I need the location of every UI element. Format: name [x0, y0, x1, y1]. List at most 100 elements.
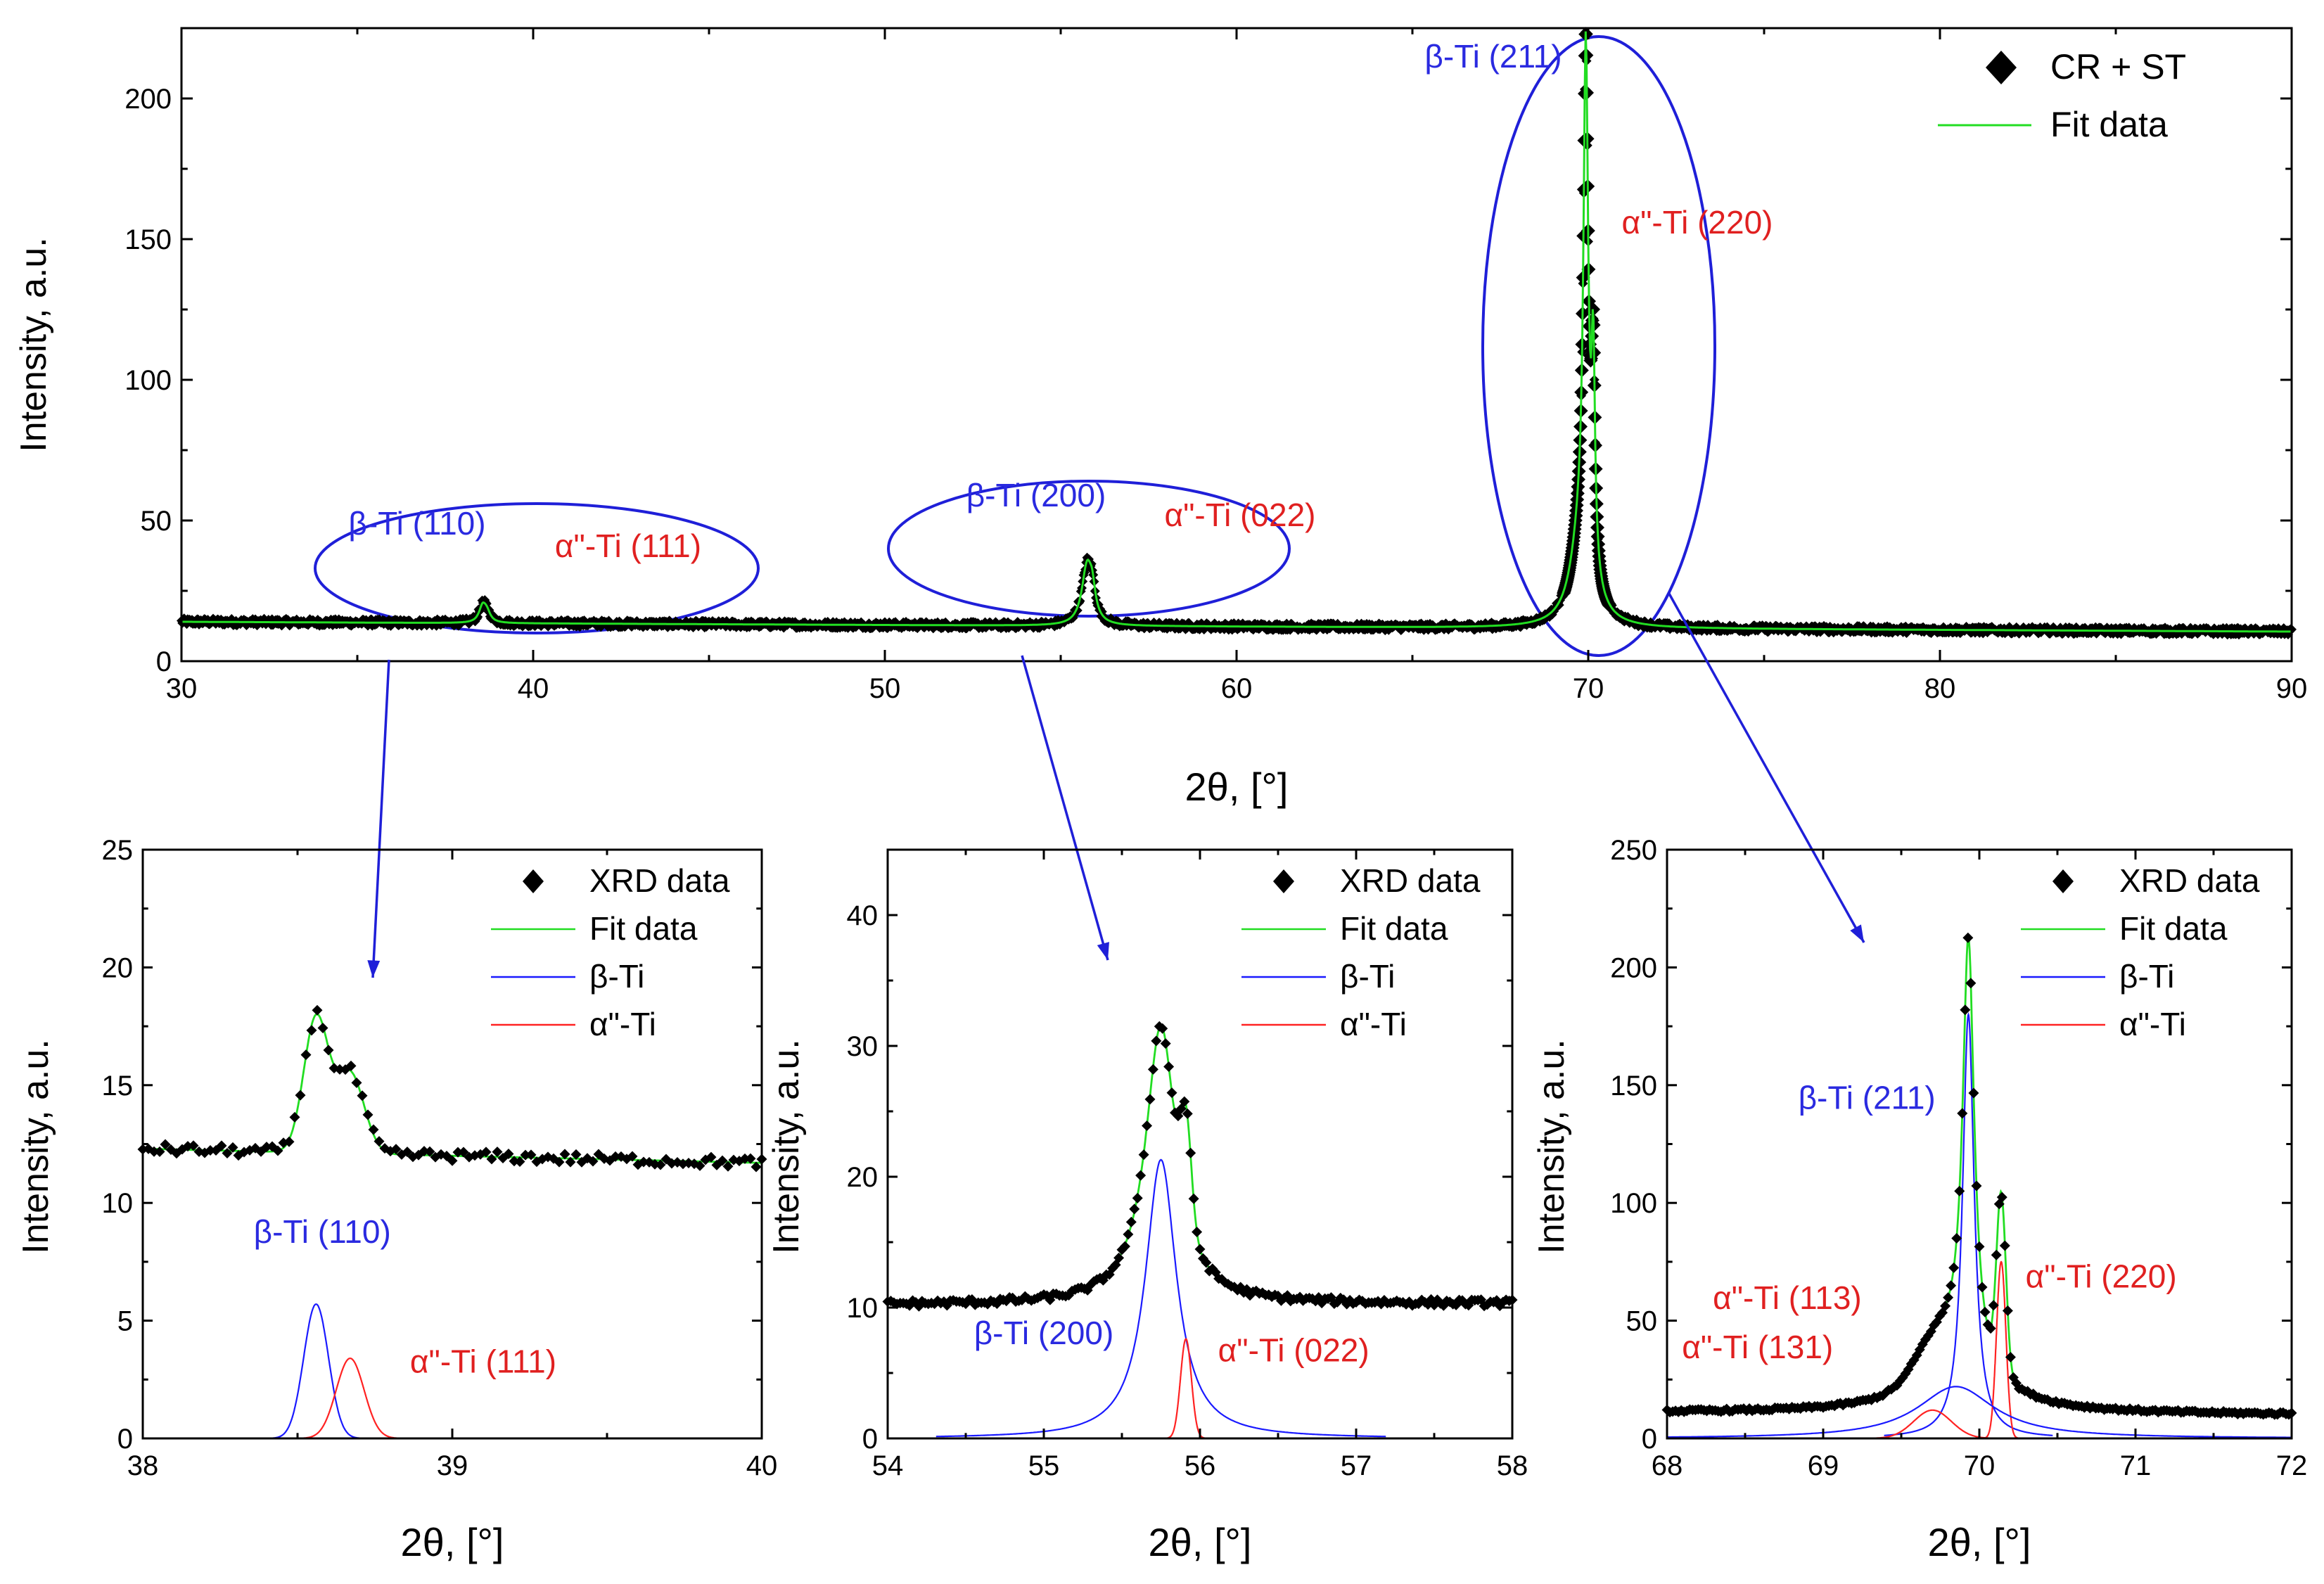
legend-xrd-marker [523, 869, 544, 893]
z2-components [936, 1158, 1386, 1440]
leader-line-1 [1021, 655, 1109, 961]
x-tick-label: 57 [1341, 1450, 1372, 1481]
xrd-point [424, 1146, 435, 1157]
component-curve-beta-2 [1667, 1386, 2292, 1438]
peak-annotation-alpha: α"-Ti (131) [1682, 1329, 1833, 1365]
x-tick-label: 39 [437, 1450, 468, 1481]
legend-cr-st-label: CR + ST [2050, 47, 2186, 87]
x-tick-label: 71 [2120, 1450, 2152, 1481]
xrd-point [486, 1154, 497, 1165]
x-tick-label: 40 [746, 1450, 778, 1481]
xrd-point [227, 1142, 238, 1153]
x-tick-label: 60 [1221, 673, 1253, 704]
z1-annotations: β-Ti (110) α"-Ti (111) [254, 1213, 556, 1379]
xrd-point [1185, 1147, 1196, 1158]
xrd-point [722, 1161, 734, 1172]
xrd-point [565, 1156, 576, 1168]
y-tick-label: 20 [847, 1162, 879, 1193]
xrd-point [514, 1156, 525, 1167]
main-peak-annotations: β-Ti (110) α"-Ti (111) β-Ti (200) α"-Ti (02… [348, 38, 1773, 564]
xrd-point [323, 1045, 334, 1056]
peak-annotation-alpha: α"-Ti (113) [1713, 1279, 1862, 1316]
xrd-point [1151, 1035, 1162, 1047]
legend-entry-label: XRD data [2119, 862, 2260, 899]
x-tick-label: 69 [1808, 1450, 1839, 1481]
xrd-point [1119, 1241, 1130, 1252]
legend-entry-label: β-Ti [2119, 958, 2174, 995]
peak-annotation-beta: β-Ti (200) [974, 1315, 1114, 1351]
xrd-point [1999, 1240, 2010, 1251]
legend-entry-label: α"-Ti [2119, 1006, 2186, 1042]
xrd-point [317, 1023, 328, 1034]
xrd-point [1979, 1306, 1991, 1317]
xrd-point [1991, 1249, 2002, 1260]
xrd-point [570, 1149, 582, 1160]
main-xrd-chart: 30 40 50 60 70 80 90 0 50 100 150 200 β-Ti (110) α"-… [13, 27, 2307, 978]
x-tick-label: 40 [518, 673, 549, 704]
xrd-point [334, 1064, 345, 1075]
z1-legend: XRD data Fit data β-Ti α"-Ti [491, 862, 730, 1042]
xrd-point [1965, 978, 1977, 989]
y-tick-label: 30 [847, 1031, 879, 1062]
xrd-point [368, 1124, 379, 1135]
z1-y-axis-label: Intensity, a.u. [15, 1039, 56, 1253]
legend-cr-st-marker [1986, 51, 2017, 84]
legend-entry-label: β-Ti [589, 958, 644, 995]
legend-entry-label: α"-Ti [589, 1006, 656, 1042]
xrd-point [289, 1111, 300, 1123]
peak-annotation-alpha: α"-Ti (111) [555, 528, 701, 564]
xrd-point [1113, 1252, 1125, 1263]
ellipse-group [314, 35, 1716, 657]
main-axis-ticks: 30 40 50 60 70 80 90 0 50 100 150 200 [124, 27, 2307, 704]
xrd-point [2005, 1351, 2016, 1362]
x-tick-label: 70 [1964, 1450, 1996, 1481]
xrd-point [1968, 1087, 1979, 1099]
xrd-point [1962, 932, 1974, 943]
xrd-point [357, 1090, 368, 1101]
xrd-point [1142, 1120, 1153, 1131]
xrd-point [525, 1149, 537, 1161]
xrd-point [751, 1161, 762, 1173]
z3-annotations: β-Ti (211) α"-Ti (220) α"-Ti (113) α"-Ti (1… [1682, 1079, 2176, 1365]
z1-components [264, 1303, 409, 1440]
xrd-point [1954, 1185, 1965, 1196]
z3-axis-ticks: 68 69 70 71 72 0 50 100 150 200 250 [1610, 835, 2307, 1481]
leader-line-0 [371, 659, 390, 978]
xrd-point [283, 1136, 295, 1147]
xrd-point [503, 1149, 514, 1160]
xrd-point [1974, 1241, 1985, 1252]
peak-annotation-alpha: α"-Ti (022) [1164, 497, 1315, 533]
z2-y-axis-label: Intensity, a.u. [766, 1039, 807, 1253]
xrd-point [492, 1147, 503, 1158]
y-tick-label: 100 [124, 365, 172, 396]
y-tick-label: 100 [1610, 1188, 1657, 1219]
legend-fit-label: Fit data [2050, 105, 2168, 144]
xrd-point [1996, 1192, 2007, 1203]
xrd-point [188, 1140, 199, 1151]
fit-line-group [181, 31, 2292, 633]
main-y-axis-label: Intensity, a.u. [13, 237, 54, 452]
xrd-point [452, 1147, 464, 1158]
y-tick-label: 0 [117, 1424, 133, 1455]
z3-xrd-markers [1661, 932, 2297, 1420]
x-tick-label: 55 [1028, 1450, 1060, 1481]
x-tick-label: 80 [1924, 673, 1956, 704]
y-tick-label: 20 [102, 952, 134, 983]
x-tick-label: 56 [1185, 1450, 1216, 1481]
xrd-point [745, 1153, 756, 1164]
y-tick-label: 0 [862, 1424, 878, 1455]
xrd-point [1138, 1149, 1149, 1161]
xrd-point [1132, 1192, 1143, 1203]
peak-annotation-beta: β-Ti (200) [966, 477, 1106, 513]
z1-x-axis-label: 2θ, [°] [401, 1520, 504, 1564]
xrd-point [587, 1156, 599, 1167]
legend-entry-label: XRD data [589, 862, 730, 899]
leader-line-2 [1668, 593, 1865, 943]
z3-y-axis-label: Intensity, a.u. [1531, 1039, 1572, 1253]
z2-axis-ticks: 54 55 56 57 58 0 10 20 30 40 [847, 848, 1528, 1481]
xrd-point [1940, 1301, 1951, 1312]
component-curve-beta-0 [264, 1303, 369, 1440]
xrd-point [1135, 1170, 1147, 1181]
x-tick-label: 72 [2276, 1450, 2308, 1481]
